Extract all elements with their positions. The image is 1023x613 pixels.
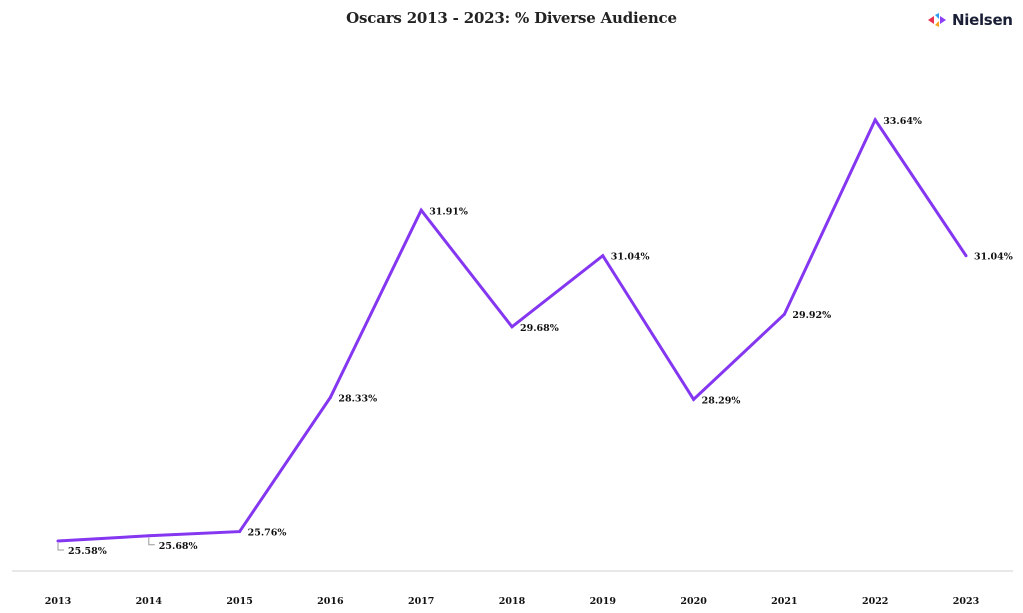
x-tick-layer: 2013 2014 2015 2016 2017 2018 2019 2020 2021 2022… (45, 596, 979, 607)
data-label: 29.68% (520, 323, 559, 334)
data-label: 31.91% (429, 206, 468, 217)
data-label: 33.64% (883, 116, 922, 127)
data-point (56, 539, 60, 543)
data-label: 25.76% (248, 528, 287, 539)
data-point (510, 325, 514, 329)
logo-text: Nielsen (952, 11, 1013, 29)
data-label: 28.33% (338, 393, 377, 404)
nielsen-logo-icon (928, 13, 946, 27)
x-tick-label: 2013 (45, 596, 71, 607)
x-tick-label: 2014 (136, 596, 163, 607)
data-label: 28.29% (702, 395, 741, 406)
data-point (873, 118, 877, 122)
data-point (692, 397, 696, 401)
data-label: 31.04% (974, 252, 1013, 263)
data-point (328, 395, 332, 399)
x-tick-label: 2019 (590, 596, 617, 607)
data-point (964, 254, 968, 258)
data-label-layer: 25.58% 25.68% 25.76% 28.33% 31.91% 29.68% 31.0… (57, 116, 1013, 557)
data-label: 31.04% (611, 252, 650, 263)
nielsen-logo: Nielsen (928, 11, 1013, 29)
x-tick-label: 2020 (680, 596, 707, 607)
data-label: 25.68% (159, 541, 198, 552)
x-tick-label: 2018 (499, 596, 526, 607)
x-tick-label: 2015 (226, 596, 252, 607)
series-line (57, 116, 968, 543)
data-point (601, 254, 605, 258)
x-tick-label: 2017 (408, 596, 434, 607)
x-tick-label: 2023 (953, 596, 979, 607)
data-label: 25.58% (68, 546, 107, 557)
x-tick-label: 2021 (771, 596, 797, 607)
series-line-layer (56, 116, 968, 543)
chart-title: Oscars 2013 - 2023: % Diverse Audience (346, 9, 677, 27)
label-leader-line (148, 537, 155, 546)
data-point (238, 530, 242, 534)
data-point (419, 208, 423, 212)
data-label: 29.92% (792, 310, 831, 321)
data-point (782, 312, 786, 316)
data-point (147, 534, 151, 538)
x-tick-label: 2022 (862, 596, 888, 607)
x-tick-label: 2016 (317, 596, 344, 607)
label-leader-line (57, 543, 64, 551)
